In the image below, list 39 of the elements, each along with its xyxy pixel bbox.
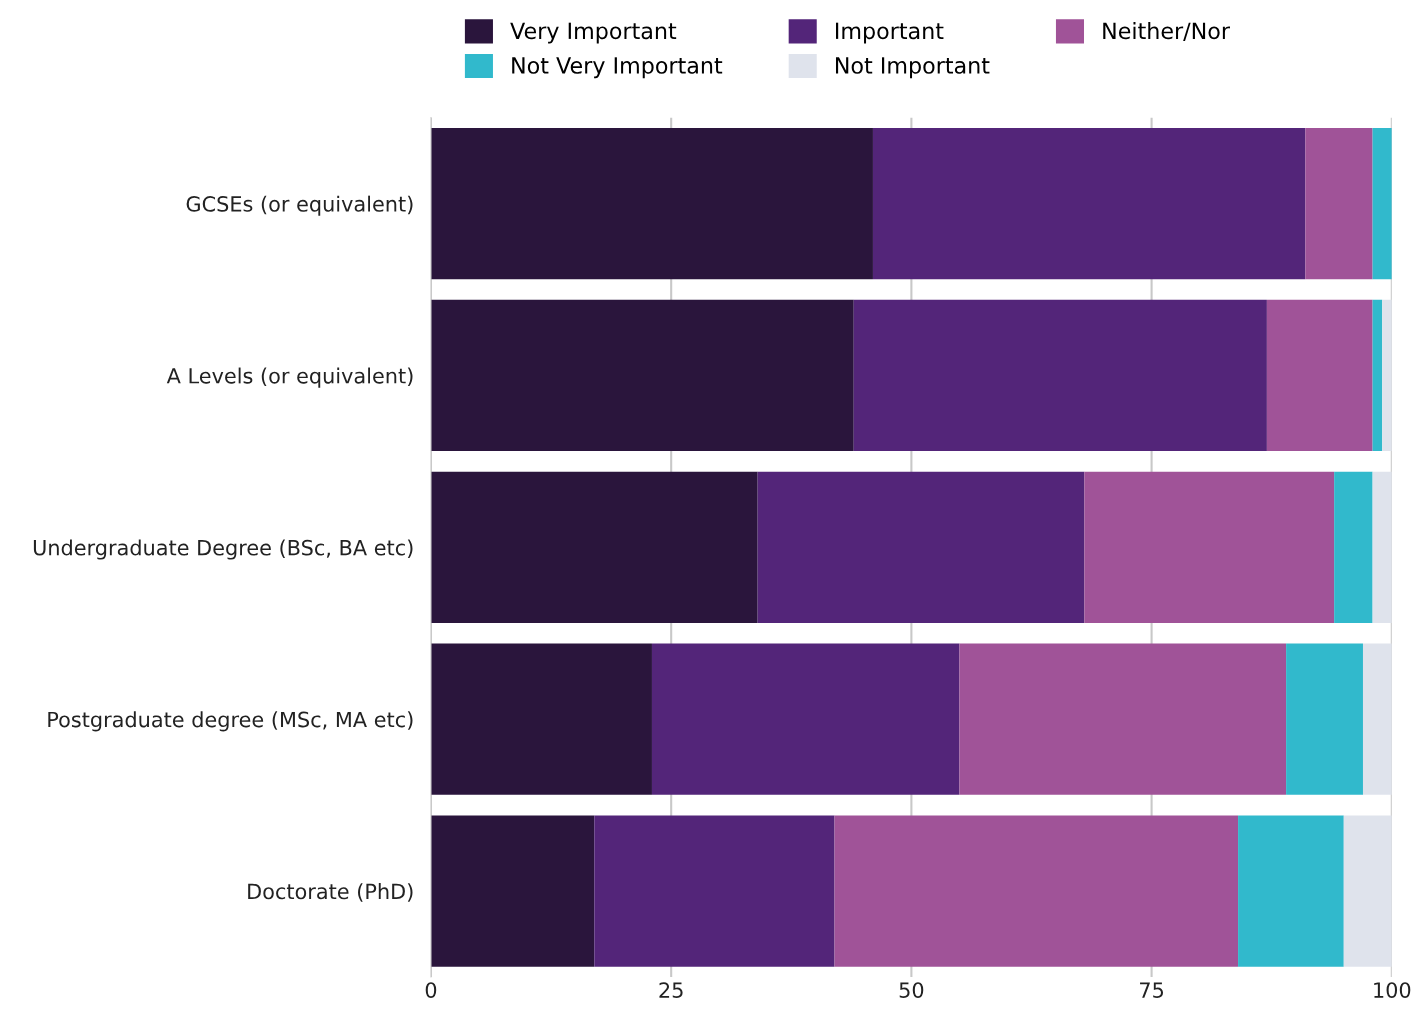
bar [834, 815, 1239, 967]
bar [853, 299, 1267, 452]
bar [1362, 643, 1392, 795]
legend-label: Very Important [510, 22, 677, 44]
bar [1334, 471, 1373, 623]
legend-label: Not Important [835, 57, 990, 79]
bar [430, 299, 854, 452]
legend-label: Important [835, 22, 944, 44]
bar [1372, 299, 1383, 452]
bar [1382, 299, 1392, 452]
y-tick-label: GCSEs (or equivalent) [186, 195, 413, 216]
x-tick-label: 0 [425, 982, 437, 998]
x-tick-label: 100 [1374, 982, 1411, 998]
y-tick-label: Postgraduate degree (MSc, MA etc) [48, 711, 413, 732]
bar [757, 471, 1085, 623]
bar [1286, 643, 1363, 795]
y-tick-label: Doctorate (PhD) [248, 883, 413, 902]
bar [1084, 471, 1335, 623]
legend-label: Neither/Nor [1103, 22, 1230, 41]
y-tick-label: Undergraduate Degree (BSc, BA etc) [33, 539, 413, 560]
legend-label: Not Very Important [512, 57, 723, 79]
bar [1266, 299, 1373, 452]
bar [1372, 127, 1392, 280]
bar [430, 127, 873, 280]
bar [1238, 815, 1344, 967]
y-tick-label: A Levels (or equivalent) [166, 367, 413, 388]
bar [1305, 127, 1373, 280]
bar [1372, 471, 1392, 623]
x-tick-label: 75 [1140, 982, 1164, 998]
bar [959, 643, 1287, 795]
bar [430, 643, 652, 795]
x-tick-label: 25 [659, 982, 683, 998]
bar [430, 471, 758, 623]
bar [430, 815, 595, 967]
bar [594, 815, 835, 967]
bar [1343, 815, 1392, 967]
bar [651, 643, 960, 795]
x-tick-label: 50 [899, 982, 924, 998]
bar [872, 127, 1306, 280]
